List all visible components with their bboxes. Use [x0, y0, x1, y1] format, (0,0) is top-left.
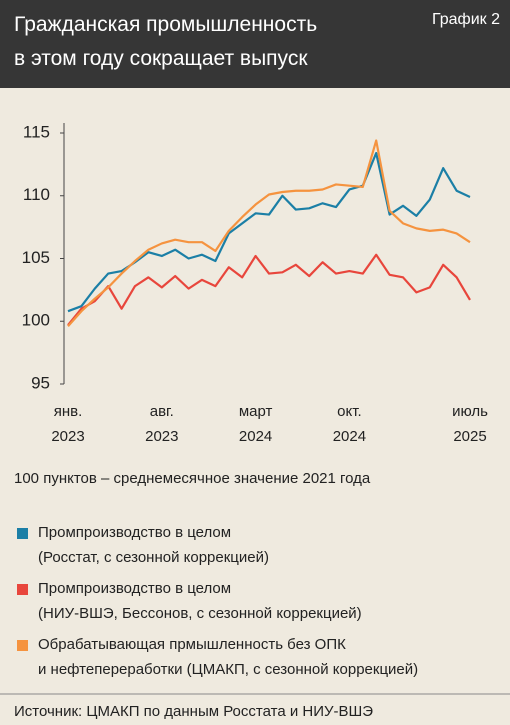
x-tick-label: авг. 2023	[145, 403, 178, 445]
y-tick-label: 95	[31, 373, 50, 392]
legend-label: Промпроизводство в целом (НИУ-ВШЭ, Бессон…	[38, 580, 362, 622]
series-line	[67, 139, 471, 328]
x-tick-label: март 2024	[239, 403, 273, 445]
x-tick-label: окт. 2024	[333, 403, 366, 445]
source: Источник: ЦМАКП по данным Росстата и НИУ…	[14, 703, 373, 720]
chart-title: Гражданская промышленность в этом году со…	[14, 13, 317, 70]
legend-swatch	[17, 584, 28, 595]
x-tick-label: янв. 2023	[51, 403, 84, 445]
note: 100 пунктов – среднемесячное значение 20…	[14, 470, 371, 487]
header	[0, 0, 510, 88]
series-line	[67, 253, 471, 326]
y-tick-label: 115	[23, 122, 50, 141]
legend-swatch	[17, 640, 28, 651]
x-tick-label: июль 2025	[452, 403, 488, 445]
chart-label: График 2	[432, 11, 500, 28]
y-tick-label: 100	[22, 311, 50, 330]
legend-label: Промпроизводство в целом (Росстат, с сезо…	[38, 524, 269, 566]
y-tick-label: 110	[23, 185, 50, 204]
legend-label: Обрабатывающая прмышленность без ОПК и не…	[38, 636, 418, 678]
y-tick-label: 105	[22, 248, 50, 267]
legend-swatch	[17, 528, 28, 539]
